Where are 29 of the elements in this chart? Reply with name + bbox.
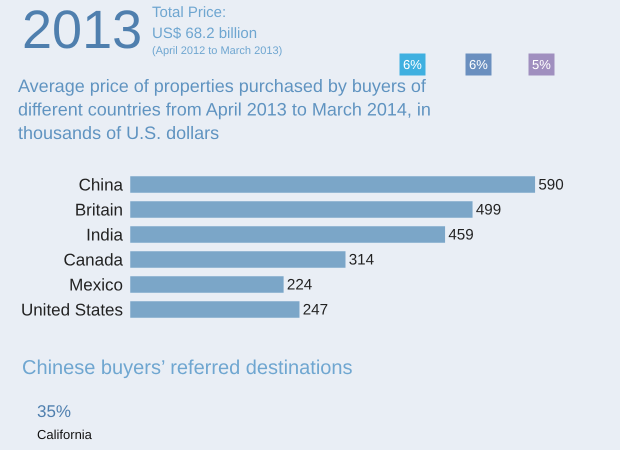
y-tick-label: China	[78, 175, 124, 194]
y-tick-label: Canada	[63, 250, 124, 270]
y-tick-label: India	[86, 225, 124, 244]
bar	[130, 226, 446, 244]
bar	[130, 250, 346, 268]
bar	[130, 200, 474, 218]
text: 6%	[469, 57, 488, 72]
data-label: 247	[302, 301, 328, 318]
text: 6%	[403, 57, 422, 72]
data-label: 224	[286, 276, 313, 294]
y-tick-label: Mexico	[69, 275, 123, 294]
text: (April 2012 to March 2013)	[152, 45, 282, 57]
text: 5%	[532, 57, 552, 72]
data-label: 459	[448, 226, 474, 244]
data-label: 590	[538, 176, 564, 194]
text: California	[37, 427, 93, 442]
y-tick-label: United States	[20, 300, 123, 320]
text: 2013	[22, 0, 142, 60]
chart-title: Average price of properties purchased by buyers of different countries from April 2013 to March 2014, in thousands of U.S. dollars	[18, 76, 431, 143]
text: US$ 68.2 billion	[152, 25, 258, 42]
text: 35%	[37, 402, 72, 421]
data-label: 314	[348, 251, 375, 268]
text: Chinese buyers’ referred destinations	[22, 357, 353, 379]
text: Total Price:	[152, 4, 226, 21]
bar	[130, 300, 300, 318]
data-label: 499	[476, 201, 502, 218]
bar	[130, 276, 284, 294]
bar	[130, 176, 536, 194]
y-tick-label: Britain	[74, 200, 123, 220]
